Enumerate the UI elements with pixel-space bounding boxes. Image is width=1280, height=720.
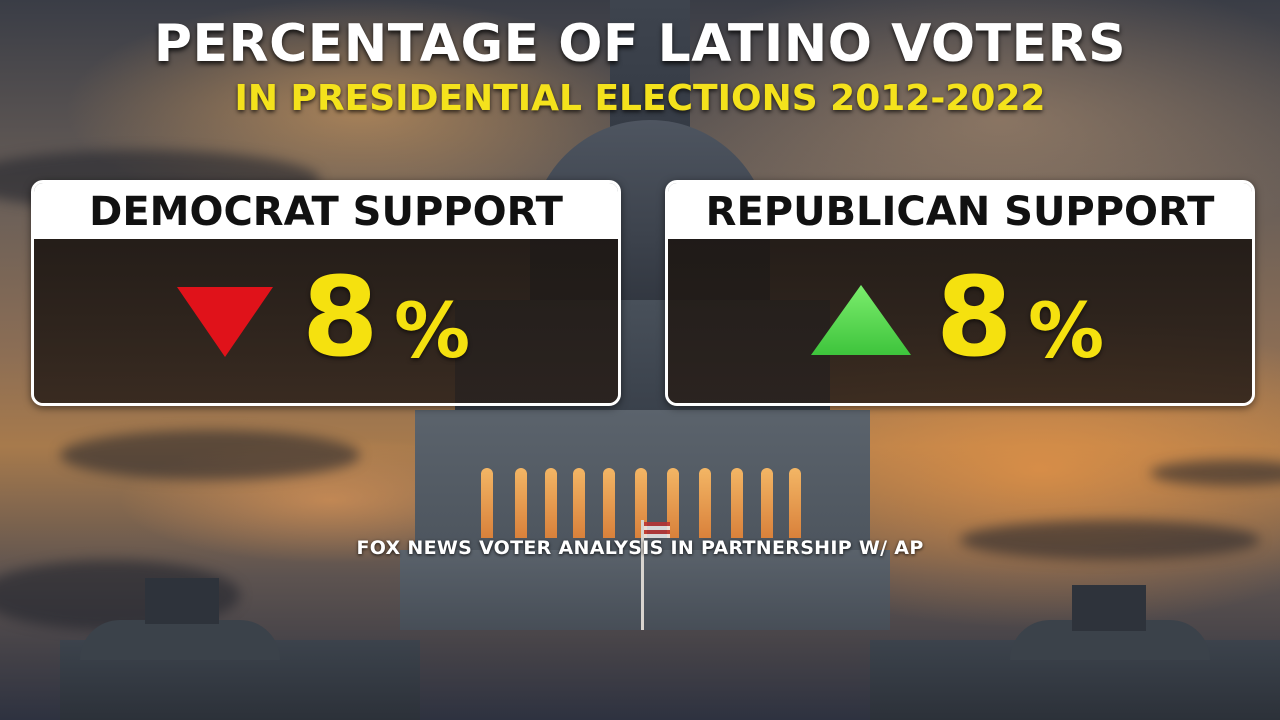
lit-window <box>515 468 527 538</box>
main-title: PERCENTAGE OF LATINO VOTERS <box>153 14 1127 74</box>
republican-support-panel: REPUBLICAN SUPPORT 8 % <box>665 180 1255 406</box>
capitol-colonnade <box>415 410 870 550</box>
background-cloud <box>60 430 360 480</box>
democrat-percent-sign: % <box>394 286 471 375</box>
red-down-arrow-icon <box>177 287 273 357</box>
american-flag <box>644 522 670 538</box>
lit-window <box>699 468 711 538</box>
democrat-change-value: 8 <box>302 253 379 381</box>
left-wing-dome <box>80 620 280 660</box>
lit-window <box>603 468 615 538</box>
lit-window <box>481 468 493 538</box>
right-wing-tower <box>1072 585 1146 631</box>
source-credit: FOX NEWS VOTER ANALYSIS IN PARTNERSHIP W… <box>356 537 924 559</box>
republican-change-value: 8 <box>936 253 1013 381</box>
lit-window <box>789 468 801 538</box>
background-cloud <box>1150 460 1280 486</box>
lit-window <box>635 468 647 538</box>
subtitle: IN PRESIDENTIAL ELECTIONS 2012-2022 <box>234 78 1046 119</box>
background-cloud <box>960 520 1260 560</box>
left-wing-tower <box>145 578 219 624</box>
democrat-support-body: 8 % <box>34 239 618 403</box>
capitol-lantern <box>610 0 690 140</box>
flagpole <box>641 520 644 630</box>
lit-window <box>731 468 743 538</box>
lit-window <box>545 468 557 538</box>
capitol-base <box>400 550 890 630</box>
republican-support-label: REPUBLICAN SUPPORT <box>668 183 1252 239</box>
republican-support-body: 8 % <box>668 239 1252 403</box>
democrat-support-panel: DEMOCRAT SUPPORT 8 % <box>31 180 621 406</box>
lit-window <box>667 468 679 538</box>
republican-percent-sign: % <box>1028 286 1105 375</box>
lit-window <box>573 468 585 538</box>
democrat-support-label: DEMOCRAT SUPPORT <box>34 183 618 239</box>
lit-window <box>761 468 773 538</box>
